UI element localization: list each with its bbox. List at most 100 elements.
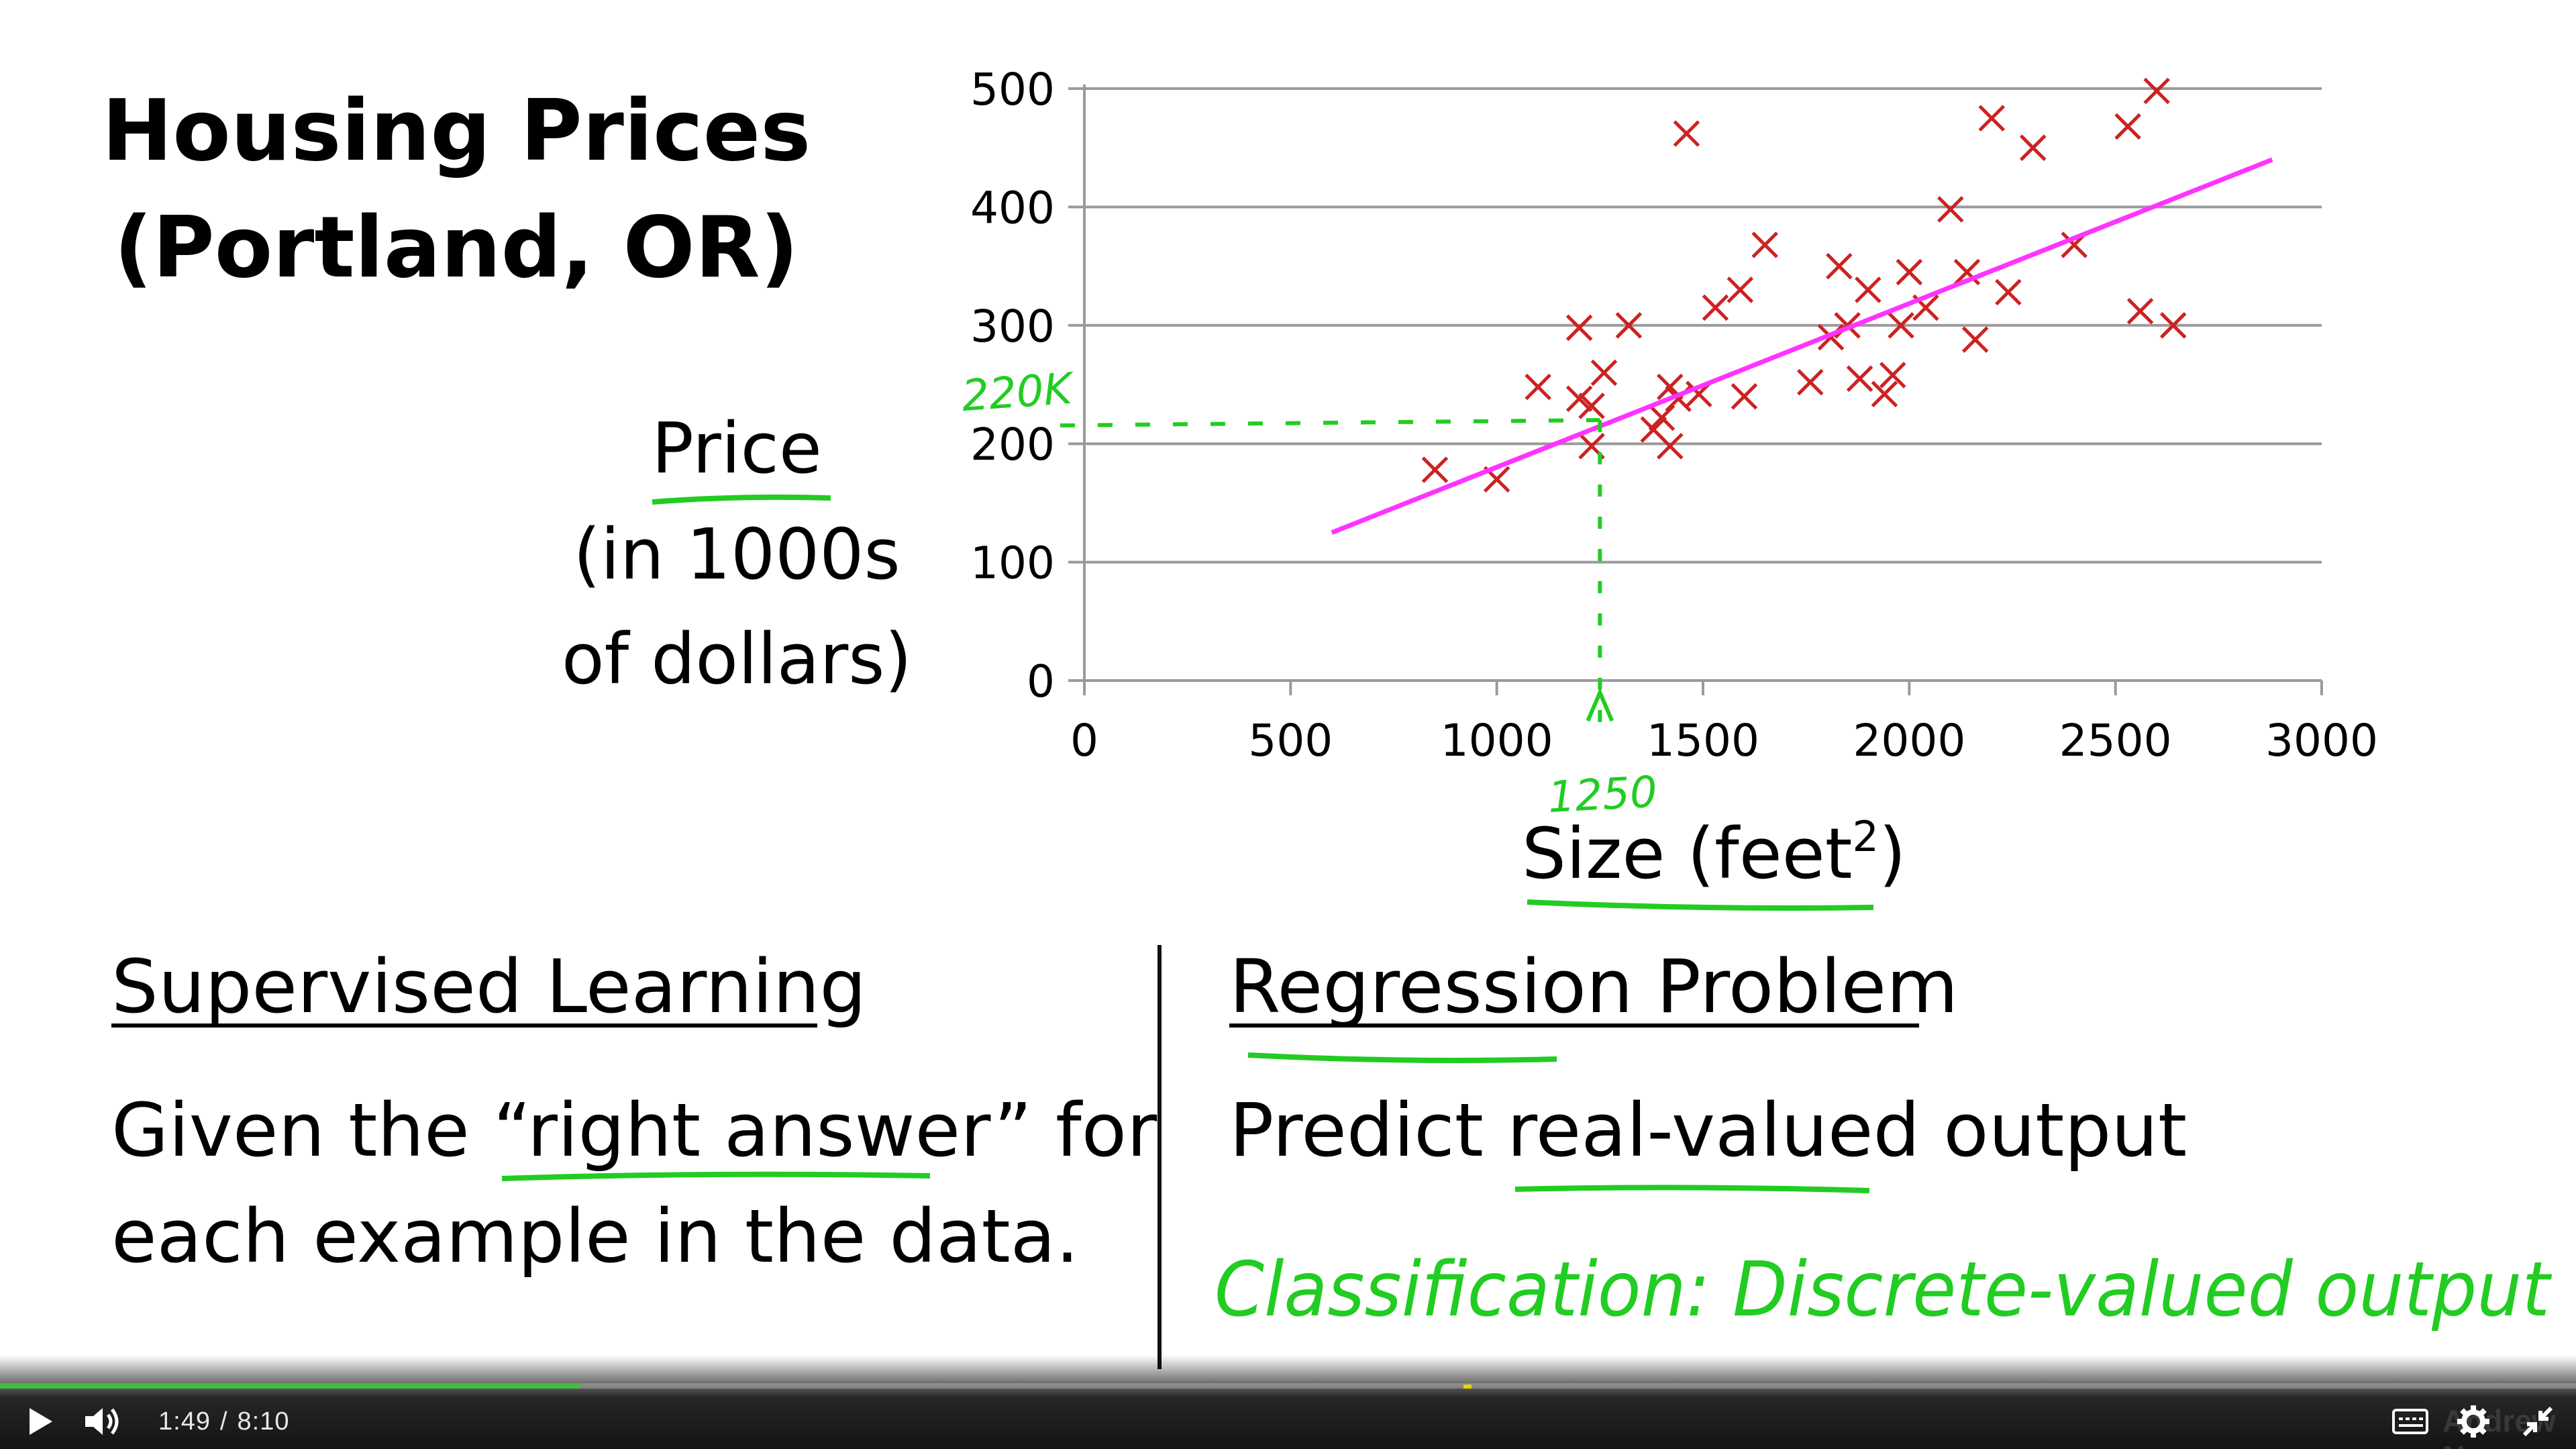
- time-separator: /: [219, 1407, 228, 1436]
- y-tick-labels: 0 100 200 300 400 500: [970, 64, 1055, 707]
- data-point-stroke: [1727, 277, 1754, 303]
- data-point-stroke: [1578, 432, 1605, 460]
- duration: 8:10: [237, 1407, 290, 1436]
- data-point: [2126, 297, 2154, 325]
- data-point: [1995, 279, 2022, 306]
- data-point: [1657, 432, 1684, 460]
- data-point: [2159, 312, 2187, 339]
- data-point-stroke: [1657, 373, 1684, 401]
- data-point-stroke: [2114, 113, 2141, 140]
- data-point-stroke: [2126, 297, 2154, 325]
- data-point: [1896, 258, 1923, 286]
- captions-button[interactable]: [2389, 1404, 2432, 1439]
- scatter-chart: 0 100 200 300 400 500 0 500 1000 1500 2000 2500 300…: [970, 64, 2378, 766]
- progress-bar-fill: [0, 1383, 580, 1389]
- horizontal-guide: [1060, 417, 1600, 428]
- data-point: [1797, 368, 1824, 396]
- y-axis-label-line3: of dollars): [562, 618, 912, 700]
- arrow-up-icon: [1586, 687, 1614, 722]
- data-point-stroke: [1483, 466, 1510, 493]
- data-point-stroke: [1673, 120, 1700, 147]
- data-point: [1421, 456, 1449, 483]
- prediction-guides: [1060, 417, 1614, 741]
- y-tick-label: 400: [970, 182, 1055, 234]
- time-display: 1:49 / 8:10: [158, 1404, 299, 1439]
- data-point-stroke: [1953, 258, 1981, 286]
- data-point: [1727, 277, 1754, 303]
- data-point: [1937, 196, 1964, 223]
- data-point: [1871, 381, 1898, 407]
- data-point-stroke: [1888, 312, 1914, 339]
- data-point: [1590, 359, 1618, 387]
- y-marker-annotation: 220K: [960, 364, 1077, 421]
- x-tick-label: 500: [1248, 715, 1333, 766]
- data-point-stroke: [1751, 232, 1778, 258]
- data-point: [1648, 404, 1676, 432]
- price-underline: [652, 494, 831, 505]
- x-tick-label: 2000: [1853, 715, 1965, 766]
- data-point-stroke: [1565, 385, 1593, 412]
- y-axis-label-line2: (in 1000s: [573, 513, 900, 595]
- fit-line-path: [1331, 157, 2273, 535]
- data-point: [1578, 392, 1605, 419]
- y-tick-label: 100: [970, 538, 1055, 589]
- regression-line: [1331, 157, 2273, 535]
- volume-icon: [85, 1408, 119, 1435]
- data-point-stroke: [1421, 456, 1449, 483]
- progress-bar-marker: [1463, 1385, 1472, 1389]
- data-point-stroke: [1731, 383, 1758, 410]
- data-point-stroke: [1657, 432, 1684, 460]
- data-point-stroke: [1978, 105, 2006, 132]
- current-time: 1:49: [158, 1407, 211, 1436]
- data-point: [1953, 258, 1981, 286]
- x-axis-label: Size (feet2): [1522, 812, 1906, 895]
- exit-fullscreen-icon: [2522, 1406, 2553, 1437]
- data-point-stroke: [1879, 362, 1906, 389]
- data-point: [1731, 383, 1758, 410]
- data-point: [2019, 134, 2047, 161]
- settings-button[interactable]: [2453, 1401, 2493, 1442]
- y-tick-label: 500: [970, 64, 1055, 115]
- supervised-learning-body-line2: each example in the data.: [111, 1193, 1079, 1279]
- data-point: [1702, 294, 1729, 321]
- data-point-stroke: [1896, 258, 1923, 286]
- data-point-stroke: [1590, 359, 1618, 387]
- progress-bar[interactable]: [0, 1383, 2576, 1389]
- real-valued-underline: [1514, 1185, 1870, 1193]
- data-point: [1565, 314, 1593, 342]
- regression-green-underline: [1247, 1052, 1557, 1063]
- data-point-stroke: [1846, 365, 1873, 392]
- slide-title-line1: Housing Prices: [102, 81, 811, 180]
- data-points: [1421, 77, 2187, 493]
- x-tick-labels: 0 500 1000 1500 2000 2500 3000: [1070, 715, 2378, 766]
- data-point-stroke: [2143, 77, 2170, 105]
- x-tick-label: 1000: [1441, 715, 1553, 766]
- data-point: [1888, 312, 1914, 339]
- data-point-stroke: [1871, 381, 1898, 407]
- data-point: [1961, 326, 1989, 353]
- x-tick-label: 2500: [2059, 715, 2172, 766]
- y-tick-label: 200: [970, 419, 1055, 470]
- x-tick-label: 0: [1070, 715, 1098, 766]
- supervised-learning-heading: Supervised Learning: [111, 944, 866, 1030]
- data-point-stroke: [1615, 312, 1643, 339]
- data-point-stroke: [1578, 392, 1605, 419]
- data-point: [1673, 120, 1700, 147]
- regression-problem-body: Predict real-valued output: [1229, 1087, 2187, 1173]
- captions-icon: [2392, 1409, 2428, 1434]
- data-point-stroke: [1826, 252, 1853, 280]
- data-point-stroke: [1525, 373, 1551, 401]
- exit-fullscreen-button[interactable]: [2518, 1401, 2558, 1442]
- x-tick-label: 3000: [2265, 715, 2378, 766]
- data-point: [1855, 277, 1882, 303]
- volume-button[interactable]: [79, 1401, 126, 1442]
- data-point: [1846, 365, 1873, 392]
- data-point-stroke: [1565, 314, 1593, 342]
- right-answer-underline: [501, 1171, 931, 1181]
- data-point-stroke: [2019, 134, 2047, 161]
- play-icon: [30, 1408, 52, 1435]
- play-button[interactable]: [20, 1403, 60, 1440]
- classification-note: Classification: Discrete-valued output: [1215, 1246, 2553, 1334]
